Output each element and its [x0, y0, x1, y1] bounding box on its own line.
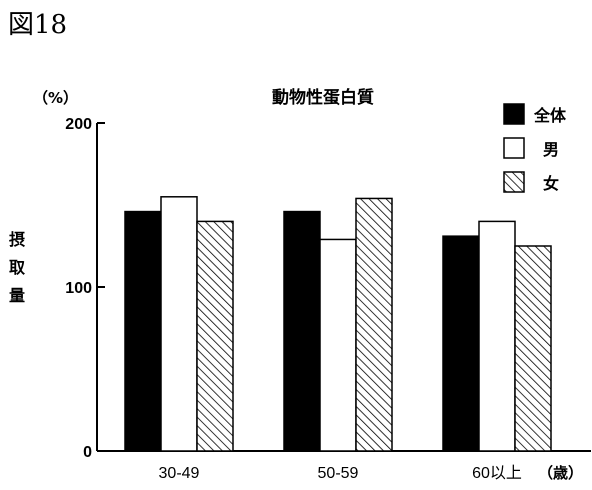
legend-swatch-male — [503, 137, 525, 159]
y-label-char: 量 — [9, 286, 25, 305]
x-axis-unit: （歳） — [538, 464, 583, 482]
x-tick-label: 60以上 — [472, 464, 522, 482]
legend-label: 全体 — [533, 106, 567, 125]
chart-title: 動物性蛋白質 — [272, 87, 374, 108]
y-label-char: 摂 — [9, 230, 25, 249]
bar-female — [355, 197, 393, 452]
y-label-char: 取 — [9, 258, 25, 277]
figure-label: 図18 — [8, 10, 67, 40]
legend-label: 男 — [543, 140, 559, 159]
bar-female — [514, 245, 552, 452]
bar-all — [124, 210, 162, 452]
bar-male — [478, 220, 516, 452]
bar-all — [442, 235, 480, 452]
legend-swatch-female — [503, 171, 525, 193]
y-tick-label: 200 — [65, 116, 92, 133]
bar-all — [283, 210, 321, 452]
x-tick-label: 30-49 — [159, 465, 200, 482]
legend-swatch-all — [503, 103, 525, 125]
y-axis-label: 摂 取 量 — [9, 230, 25, 305]
y-unit: （%） — [33, 89, 78, 107]
legend: 全体 男 女 — [503, 103, 567, 193]
bar-female — [196, 220, 234, 452]
y-tick-label: 100 — [65, 280, 92, 297]
y-tick-label: 0 — [83, 444, 92, 461]
bars — [124, 196, 552, 452]
legend-label: 女 — [543, 174, 559, 193]
bar-male — [319, 238, 357, 452]
x-tick-label: 50-59 — [318, 465, 359, 482]
bar-male — [160, 196, 198, 452]
